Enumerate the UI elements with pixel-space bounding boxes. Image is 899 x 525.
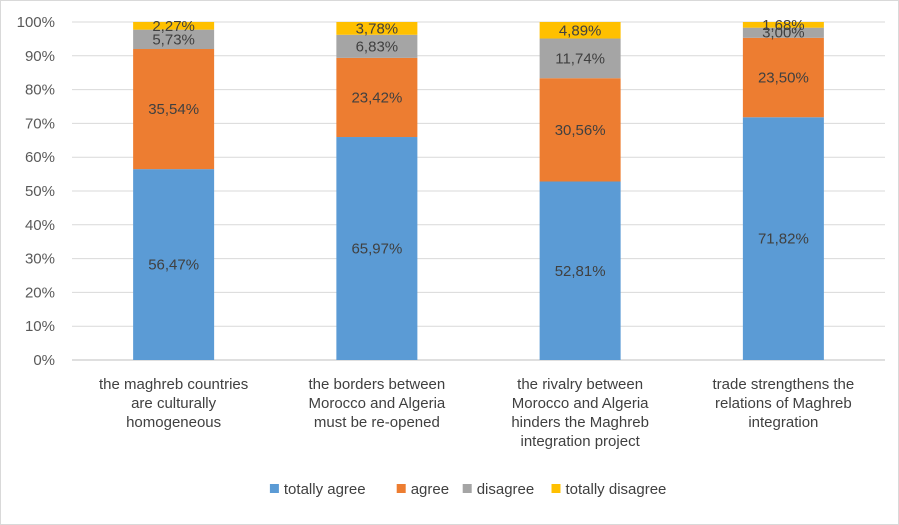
category-label: hinders the Maghreb	[511, 414, 649, 431]
data-labels: 56,47%35,54%5,73%2,27%65,97%23,42%6,83%3…	[148, 17, 809, 280]
bar-segment	[133, 49, 215, 170]
data-label: 11,74%	[555, 50, 605, 67]
category-label: Morocco and Algeria	[512, 395, 649, 412]
legend-swatch	[462, 484, 472, 493]
bar-segment	[539, 181, 621, 360]
y-tick-label: 40%	[25, 217, 55, 234]
y-axis: 0% 10% 20% 30% 40% 50% 60% 70% 80% 90% 100%	[17, 14, 55, 369]
y-tick-label: 30%	[25, 251, 55, 268]
data-label: 52,81%	[555, 263, 606, 280]
bar-segment	[539, 38, 621, 79]
bar-segment	[336, 137, 418, 360]
legend-swatch	[269, 484, 279, 493]
data-label: 71,82%	[758, 231, 809, 248]
legend-label: disagree	[477, 481, 535, 498]
x-axis: the maghreb countries are culturally homog…	[99, 376, 854, 450]
bar-segment	[539, 78, 621, 182]
data-label: 3,78%	[356, 20, 399, 37]
legend-swatch	[396, 484, 406, 493]
legend-swatch	[551, 484, 561, 493]
category-label: trade strengthens the	[712, 376, 854, 393]
data-label: 5,73%	[152, 31, 195, 48]
bar-segment	[742, 27, 824, 38]
data-label: 35,54%	[148, 101, 199, 118]
bar-segment	[133, 29, 215, 50]
y-tick-label: 0%	[33, 352, 55, 369]
y-tick-label: 90%	[25, 48, 55, 65]
data-label: 4,89%	[559, 22, 602, 39]
category-label: the maghreb countries	[99, 376, 248, 393]
y-tick-label: 60%	[25, 149, 55, 166]
y-tick-label: 20%	[25, 284, 55, 301]
data-label: 23,50%	[758, 70, 809, 87]
bar-segment	[742, 117, 824, 360]
bars	[133, 21, 824, 360]
data-label: 30,56%	[555, 122, 606, 139]
legend-label: totally agree	[284, 481, 366, 498]
y-tick-label: 100%	[17, 14, 55, 31]
y-tick-label: 80%	[25, 82, 55, 99]
data-label: 23,42%	[351, 89, 402, 106]
y-tick-label: 50%	[25, 183, 55, 200]
bar-segment	[742, 37, 824, 118]
legend-label: agree	[411, 481, 449, 498]
category-label: integration	[748, 414, 818, 431]
category-label: Morocco and Algeria	[309, 395, 446, 412]
category-label: integration project	[521, 433, 641, 450]
y-tick-label: 70%	[25, 115, 55, 132]
bar-segment	[336, 22, 418, 35]
bar-segment	[336, 34, 418, 58]
data-label: 2,27%	[152, 18, 195, 35]
category-label: relations of Maghreb	[715, 395, 852, 412]
data-label: 56,47%	[148, 257, 199, 274]
y-tick-label: 10%	[25, 318, 55, 335]
category-label: are culturally	[131, 395, 217, 412]
category-label: must be re-opened	[314, 414, 440, 431]
data-label: 65,97%	[351, 241, 402, 258]
category-label: the rivalry between	[517, 376, 643, 393]
data-label: 3,00%	[762, 25, 805, 42]
legend: totally agree agree disagree totally disagr…	[269, 481, 667, 498]
data-label: 6,83%	[356, 38, 399, 55]
bar-segment	[336, 57, 418, 138]
legend-label: totally disagree	[566, 481, 667, 498]
category-label: the borders between	[308, 376, 445, 393]
category-label: homogeneous	[126, 414, 221, 431]
bar-segment	[742, 22, 824, 28]
bar-segment	[133, 21, 215, 30]
data-label: 1,68%	[762, 17, 805, 34]
bar-segment	[539, 22, 621, 39]
bar-segment	[133, 169, 215, 360]
